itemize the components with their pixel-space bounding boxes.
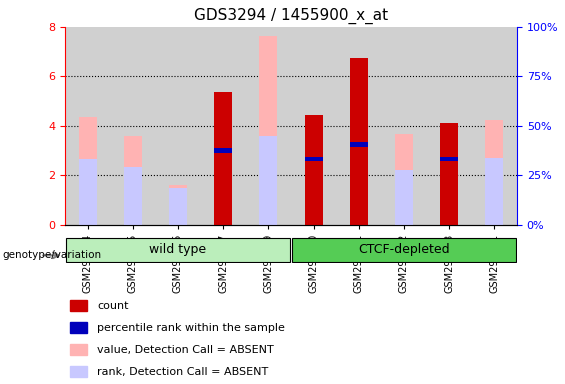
Bar [110, 27, 155, 225]
Title: GDS3294 / 1455900_x_at: GDS3294 / 1455900_x_at [194, 8, 388, 24]
Bar [214, 136, 232, 225]
Bar [70, 344, 88, 355]
Bar [246, 27, 291, 225]
Bar [485, 158, 503, 225]
Bar [124, 167, 142, 225]
Bar [65, 27, 110, 225]
Bar [292, 238, 516, 262]
Bar [305, 115, 323, 225]
Bar [485, 119, 503, 225]
Bar [124, 136, 142, 225]
Bar [201, 27, 246, 225]
Text: count: count [97, 301, 129, 311]
Text: genotype/variation: genotype/variation [3, 250, 102, 260]
Bar [440, 157, 458, 161]
Bar [169, 185, 187, 225]
Bar [350, 142, 368, 147]
Text: CTCF-depleted: CTCF-depleted [358, 243, 450, 256]
Bar [214, 93, 232, 225]
Bar [259, 136, 277, 225]
Text: value, Detection Call = ABSENT: value, Detection Call = ABSENT [97, 345, 274, 355]
Bar [381, 27, 427, 225]
Bar [169, 187, 187, 225]
Bar [350, 58, 368, 225]
Bar [440, 123, 458, 225]
Bar [427, 27, 472, 225]
Bar [395, 170, 413, 225]
Bar [395, 134, 413, 225]
Bar [66, 238, 290, 262]
Bar [214, 148, 232, 153]
Text: rank, Detection Call = ABSENT: rank, Detection Call = ABSENT [97, 367, 268, 377]
Bar [472, 27, 517, 225]
Text: percentile rank within the sample: percentile rank within the sample [97, 323, 285, 333]
Bar [155, 27, 201, 225]
Bar [336, 27, 381, 225]
Bar [79, 117, 97, 225]
Bar [259, 36, 277, 225]
Text: wild type: wild type [149, 243, 207, 256]
Bar [70, 366, 88, 377]
Bar [79, 159, 97, 225]
Bar [305, 157, 323, 161]
Bar [70, 322, 88, 333]
Bar [291, 27, 336, 225]
Bar [70, 300, 88, 311]
